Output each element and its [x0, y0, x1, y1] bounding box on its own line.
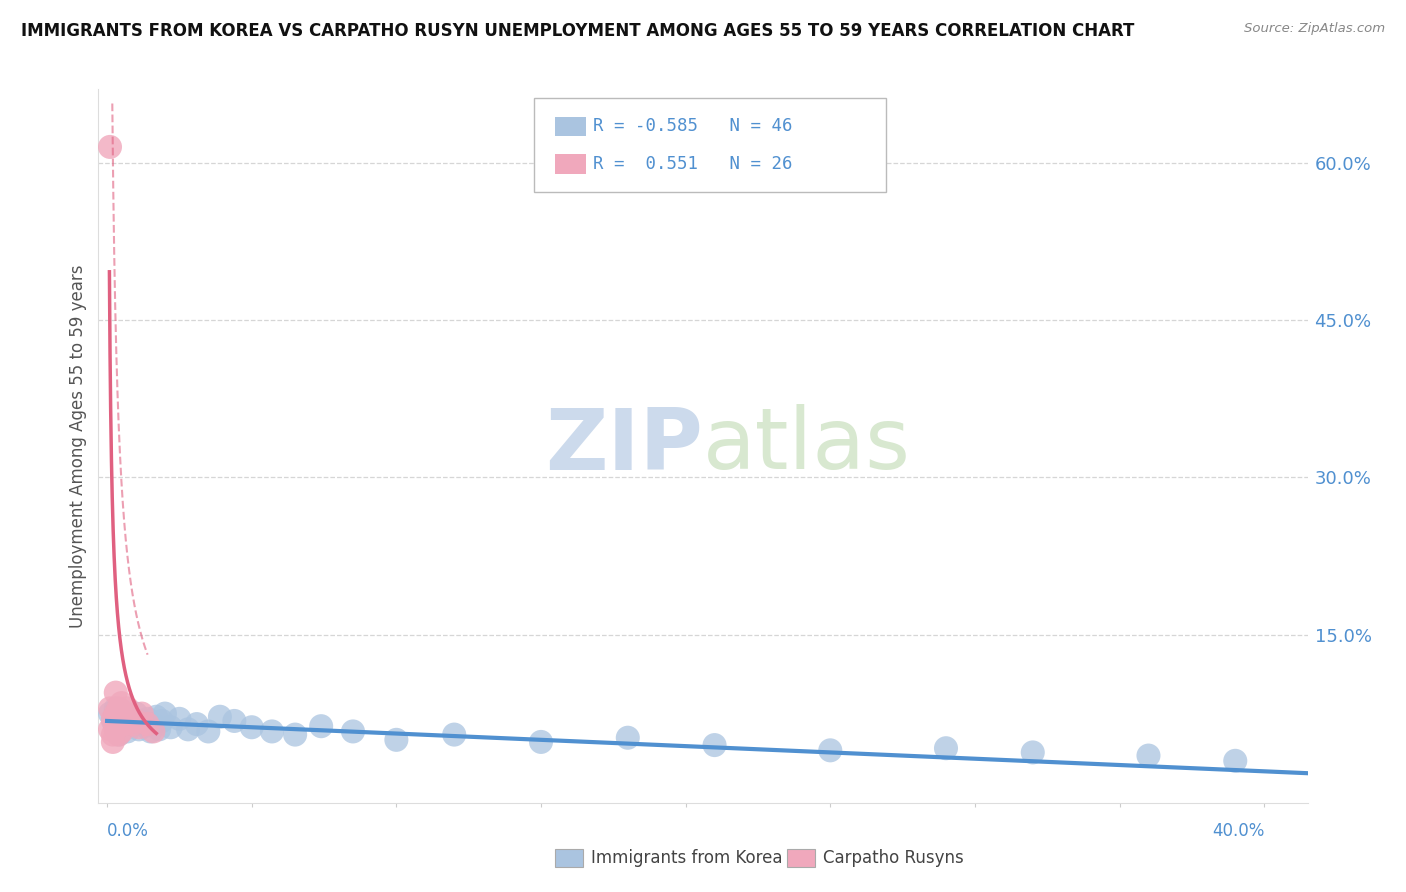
Point: [1225, 754, 1247, 768]
Point: [153, 706, 176, 721]
Point: [148, 723, 170, 737]
Text: atlas: atlas: [703, 404, 911, 488]
Point: [107, 717, 129, 731]
Point: [114, 706, 136, 721]
Point: [98, 723, 121, 737]
Text: Source: ZipAtlas.com: Source: ZipAtlas.com: [1244, 22, 1385, 36]
Point: [186, 717, 208, 731]
Point: [110, 720, 132, 734]
Point: [136, 712, 159, 726]
Point: [98, 701, 121, 715]
Point: [131, 714, 153, 728]
Point: [159, 720, 181, 734]
Point: [117, 714, 139, 728]
Point: [177, 723, 200, 737]
Point: [1137, 748, 1160, 763]
Point: [145, 710, 167, 724]
Point: [117, 724, 139, 739]
Point: [703, 738, 725, 752]
Point: [125, 714, 148, 728]
Point: [110, 724, 132, 739]
Point: [104, 723, 127, 737]
Point: [530, 735, 553, 749]
Point: [122, 717, 145, 731]
Y-axis label: Unemployment Among Ages 55 to 59 years: Unemployment Among Ages 55 to 59 years: [69, 264, 87, 628]
Point: [114, 712, 136, 726]
Point: [142, 724, 165, 739]
Point: [107, 728, 129, 742]
Point: [131, 706, 153, 721]
Point: [617, 731, 640, 745]
Point: [385, 732, 408, 747]
Point: [104, 706, 127, 721]
Point: [208, 710, 231, 724]
Point: [104, 685, 127, 699]
Text: Carpatho Rusyns: Carpatho Rusyns: [823, 849, 963, 867]
Point: [443, 728, 465, 742]
Point: [284, 728, 307, 742]
Point: [107, 728, 129, 742]
Point: [101, 735, 124, 749]
Text: Immigrants from Korea: Immigrants from Korea: [591, 849, 782, 867]
Point: [101, 728, 124, 742]
Point: [197, 724, 219, 739]
Point: [260, 724, 283, 739]
Point: [101, 712, 124, 726]
Text: R =  0.551   N = 26: R = 0.551 N = 26: [593, 155, 793, 173]
Text: R = -0.585   N = 46: R = -0.585 N = 46: [593, 117, 793, 135]
Point: [98, 706, 121, 721]
Point: [128, 720, 150, 734]
Point: [125, 706, 148, 721]
Point: [104, 723, 127, 737]
Text: 0.0%: 0.0%: [107, 822, 149, 839]
Point: [139, 724, 162, 739]
Point: [150, 714, 173, 728]
Point: [136, 717, 159, 731]
Point: [101, 714, 124, 728]
Text: IMMIGRANTS FROM KOREA VS CARPATHO RUSYN UNEMPLOYMENT AMONG AGES 55 TO 59 YEARS C: IMMIGRANTS FROM KOREA VS CARPATHO RUSYN …: [21, 22, 1135, 40]
Point: [240, 720, 263, 734]
Point: [114, 717, 136, 731]
Point: [120, 710, 142, 724]
Point: [104, 701, 127, 715]
Point: [169, 712, 191, 726]
Text: ZIP: ZIP: [546, 404, 703, 488]
Point: [134, 719, 156, 733]
Point: [120, 710, 142, 724]
Point: [224, 714, 246, 728]
Point: [128, 723, 150, 737]
Point: [935, 741, 957, 756]
Point: [98, 140, 121, 154]
Point: [820, 743, 842, 757]
Point: [107, 710, 129, 724]
Point: [309, 719, 332, 733]
Point: [142, 717, 165, 731]
Point: [122, 714, 145, 729]
Point: [117, 717, 139, 731]
Point: [107, 701, 129, 715]
Text: 40.0%: 40.0%: [1212, 822, 1264, 839]
Point: [342, 724, 364, 739]
Point: [110, 696, 132, 710]
Point: [110, 703, 132, 717]
Point: [1022, 746, 1045, 760]
Point: [110, 712, 132, 726]
Point: [117, 701, 139, 715]
